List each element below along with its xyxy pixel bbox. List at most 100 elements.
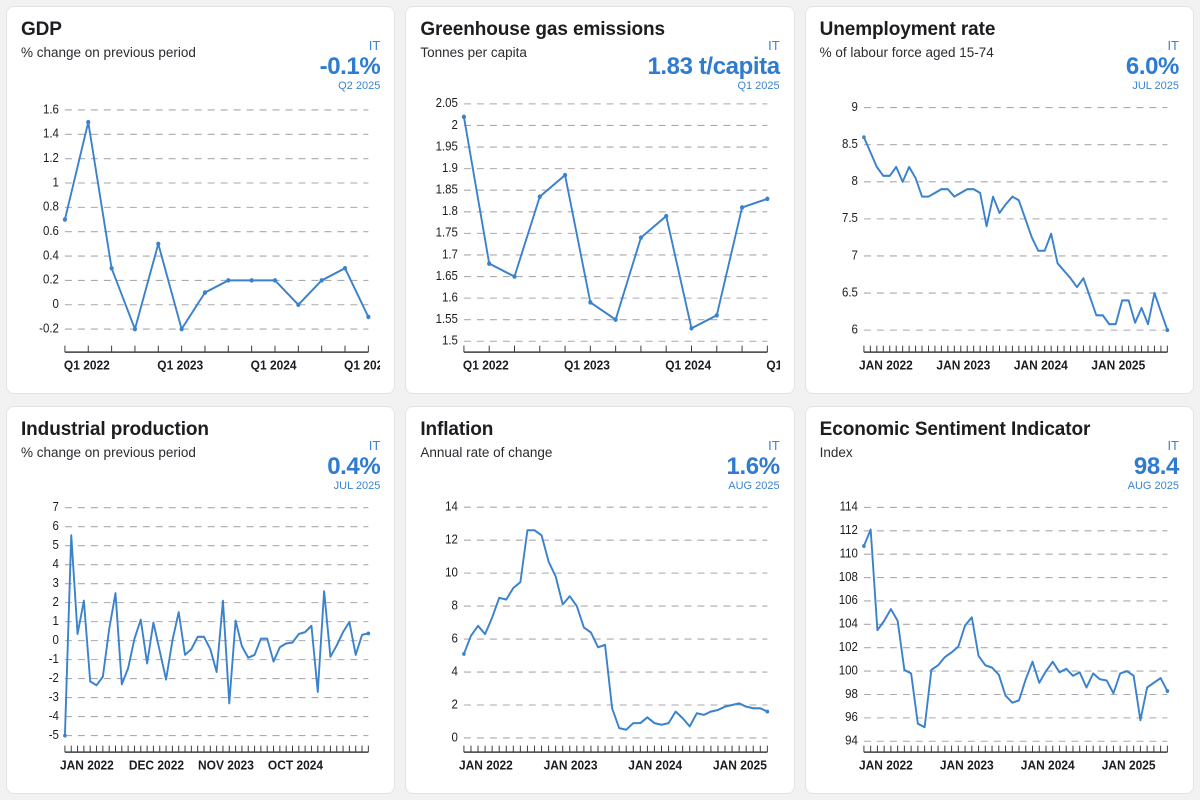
card-subtitle: % change on previous period [21,44,196,60]
card-title: Economic Sentiment Indicator [819,419,1091,440]
svg-text:-0.2: -0.2 [39,321,59,336]
svg-text:DEC 2022: DEC 2022 [129,758,184,773]
svg-text:1.4: 1.4 [43,126,59,141]
kpi-reference-period: Q2 2025 [338,79,381,92]
line-chart-inflation[interactable]: 14 12 10 8 6 4 2 0 JAN 2022 JAN 2023 JAN 2024 JAN 2… [420,493,779,787]
svg-text:8: 8 [851,174,858,189]
svg-text:0: 0 [53,632,60,647]
svg-text:1.8: 1.8 [442,204,458,219]
svg-text:Q1 2022: Q1 2022 [463,358,509,373]
line-chart-industrial-production[interactable]: 7 6 5 4 3 2 1 0 -1 -2 -3 -4 -5 JAN 2022 DEC 2022 NOV 20… [21,493,380,787]
kpi-reference-period: AUG 2025 [728,479,780,492]
card-subtitle: Tonnes per capita [420,44,527,60]
svg-text:1: 1 [53,613,60,628]
card-subtitle: % change on previous period [21,444,196,460]
svg-text:Q1 2024: Q1 2024 [666,358,712,373]
indicator-card-greenhouse-gas-emissions[interactable]: Greenhouse gas emissions Tonnes per capit… [405,6,795,394]
line-chart-greenhouse-gas-emissions[interactable]: 2.05 2 1.95 1.9 1.85 1.8 1.75 1.7 1.65 1.6 1.55 1.5… [420,93,780,387]
svg-text:5: 5 [53,538,60,553]
svg-text:Q1 2024: Q1 2024 [251,358,297,373]
svg-text:-4: -4 [49,708,60,723]
card-header: Industrial production % change on previou… [21,419,381,493]
svg-text:JAN 2024: JAN 2024 [1014,358,1068,373]
kpi-geo-code: IT [1167,438,1179,453]
svg-text:102: 102 [838,640,857,655]
svg-text:0: 0 [53,297,60,312]
svg-text:108: 108 [838,569,857,584]
kpi-block: IT 0.4% JUL 2025 [327,439,381,492]
card-title: Inflation [420,419,494,440]
svg-text:110: 110 [839,546,858,561]
card-header: Economic Sentiment Indicator Index IT 98.4 A… [819,419,1180,493]
svg-text:1.85: 1.85 [436,182,459,197]
svg-text:98: 98 [845,686,858,701]
kpi-block: IT -0.1% Q2 2025 [320,39,381,92]
svg-text:JAN 2024: JAN 2024 [1020,758,1074,773]
svg-text:1.6: 1.6 [442,290,458,305]
line-chart-unemployment-rate[interactable]: 9 8.5 8 7.5 7 6.5 6 JAN 2022 JAN 2023 JAN 2024 JAN… [820,93,1179,387]
kpi-latest-value: 98.4 [1133,452,1180,480]
svg-text:6.5: 6.5 [842,285,858,300]
indicator-card-economic-sentiment-indicator[interactable]: Economic Sentiment Indicator Index IT 98.4 A… [804,406,1194,794]
indicator-card-unemployment-rate[interactable]: Unemployment rate % of labour force aged … [804,6,1194,394]
kpi-reference-period: AUG 2025 [1127,479,1179,492]
svg-text:JAN 2022: JAN 2022 [859,358,913,373]
svg-text:7.5: 7.5 [842,211,858,226]
svg-text:JAN 2023: JAN 2023 [544,758,598,773]
kpi-geo-code: IT [768,438,780,453]
svg-text:10: 10 [445,565,458,580]
svg-text:OCT 2024: OCT 2024 [268,758,323,773]
svg-text:Q1 2023: Q1 2023 [564,358,610,373]
svg-text:96: 96 [845,710,858,725]
svg-text:1: 1 [53,175,60,190]
svg-text:14: 14 [445,499,458,514]
indicator-card-gdp[interactable]: GDP % change on previous period IT -0.1% Q2 … [6,6,396,394]
svg-text:0.8: 0.8 [43,199,59,214]
svg-text:-2: -2 [49,670,60,685]
kpi-block: IT 1.83 t/capita Q1 2025 [647,38,780,92]
svg-text:-1: -1 [49,651,60,666]
indicator-card-inflation[interactable]: Inflation Annual rate of change IT 1.6% AUG … [405,406,795,794]
line-chart-gdp[interactable]: 1.6 1.4 1.2 1 0.8 0.6 0.4 0.2 0 -0.2 Q1 2022 Q1 202… [21,93,380,387]
svg-text:7: 7 [53,500,60,515]
kpi-geo-code: IT [768,38,780,53]
svg-text:1.7: 1.7 [442,247,458,262]
kpi-latest-value: 6.0% [1125,52,1180,80]
kpi-latest-value: 1.83 t/capita [647,52,780,80]
svg-text:3: 3 [53,575,60,590]
card-header: GDP % change on previous period IT -0.1% Q2 … [21,19,381,93]
svg-text:JAN 2022: JAN 2022 [60,758,114,773]
line-chart-economic-sentiment-indicator[interactable]: 114 112 110 108 106 104 102 100 98 96 94 JAN 2022 JA… [820,493,1179,787]
kpi-latest-value: 1.6% [726,452,781,480]
indicator-card-industrial-production[interactable]: Industrial production % change on previou… [6,406,396,794]
svg-text:0: 0 [452,730,459,745]
svg-text:104: 104 [838,616,857,631]
svg-text:2: 2 [452,117,459,132]
svg-text:0.2: 0.2 [43,272,59,287]
card-title: Unemployment rate [819,19,996,40]
svg-text:JAN 2023: JAN 2023 [940,758,994,773]
svg-text:Q1 2025: Q1 2025 [767,358,780,373]
kpi-geo-code: IT [368,38,381,53]
svg-text:JAN 2022: JAN 2022 [459,758,513,773]
svg-text:-3: -3 [49,689,60,704]
card-subtitle: % of labour force aged 15-74 [819,44,994,60]
svg-text:106: 106 [838,593,857,608]
kpi-latest-value: -0.1% [319,52,381,80]
svg-text:1.95: 1.95 [436,139,459,154]
svg-text:6: 6 [452,631,459,646]
svg-text:2: 2 [53,594,60,609]
svg-text:4: 4 [53,556,60,571]
card-header: Unemployment rate % of labour force aged … [819,19,1180,93]
svg-text:1.9: 1.9 [442,160,458,175]
svg-text:1.75: 1.75 [436,225,459,240]
svg-text:1.65: 1.65 [436,268,459,283]
kpi-geo-code: IT [1167,38,1179,53]
svg-text:JAN 2025: JAN 2025 [1091,358,1145,373]
svg-text:7: 7 [851,248,858,263]
kpi-block: IT 1.6% AUG 2025 [726,438,781,492]
svg-text:JAN 2025: JAN 2025 [713,758,767,773]
svg-text:114: 114 [839,499,858,514]
svg-text:112: 112 [839,523,858,538]
